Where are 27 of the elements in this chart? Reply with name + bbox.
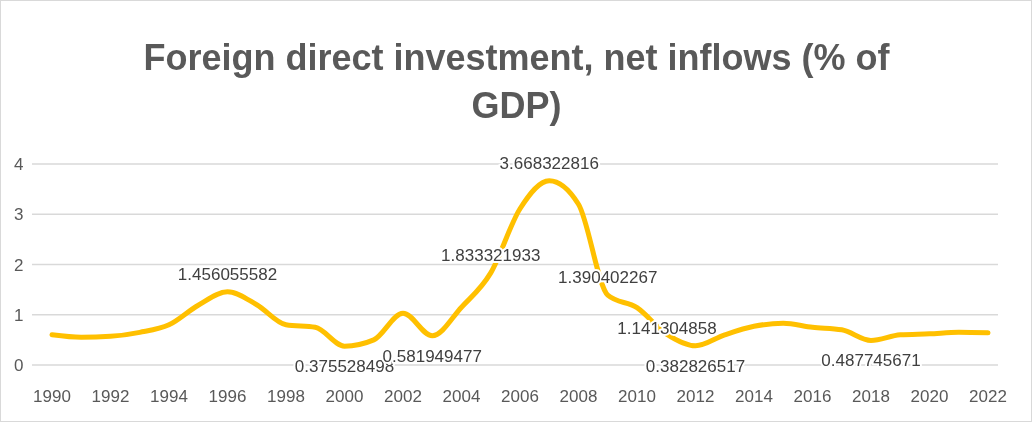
data-label: 1.456055582 xyxy=(177,264,278,284)
x-tick-label: 2012 xyxy=(676,387,715,406)
chart-title: Foreign direct investment, net inflows (% of GDP) xyxy=(143,37,891,126)
y-tick-label: 3 xyxy=(14,205,24,225)
y-tick-label: 2 xyxy=(14,255,24,275)
data-label: 0.382826517 xyxy=(645,356,746,376)
x-tick-label: 1996 xyxy=(208,387,247,406)
x-tick-label: 2018 xyxy=(852,387,890,406)
x-tick-label: 2020 xyxy=(910,387,949,406)
x-tick-label: 2022 xyxy=(969,387,1007,406)
x-tick-label: 2014 xyxy=(735,387,773,406)
data-label: 0.487745671 xyxy=(821,351,921,371)
data-label: 3.668322816 xyxy=(499,153,599,173)
x-tick-label: 2006 xyxy=(501,387,539,406)
y-tick-label: 0 xyxy=(14,356,24,375)
x-tick-label: 1994 xyxy=(150,387,188,406)
x-tick-label: 1992 xyxy=(91,387,130,406)
x-tick-label: 2008 xyxy=(559,387,598,406)
x-tick-label: 2010 xyxy=(618,387,656,406)
x-tick-label: 2004 xyxy=(442,387,481,406)
x-tick-label: 1998 xyxy=(267,387,305,406)
y-tick-label: 1 xyxy=(14,305,24,325)
x-tick-label: 2016 xyxy=(793,387,832,406)
x-tick-label: 2002 xyxy=(384,387,422,406)
x-tick-label: 1990 xyxy=(33,387,71,406)
y-tick-label: 4 xyxy=(14,155,24,174)
x-tick-label: 2000 xyxy=(325,387,364,406)
